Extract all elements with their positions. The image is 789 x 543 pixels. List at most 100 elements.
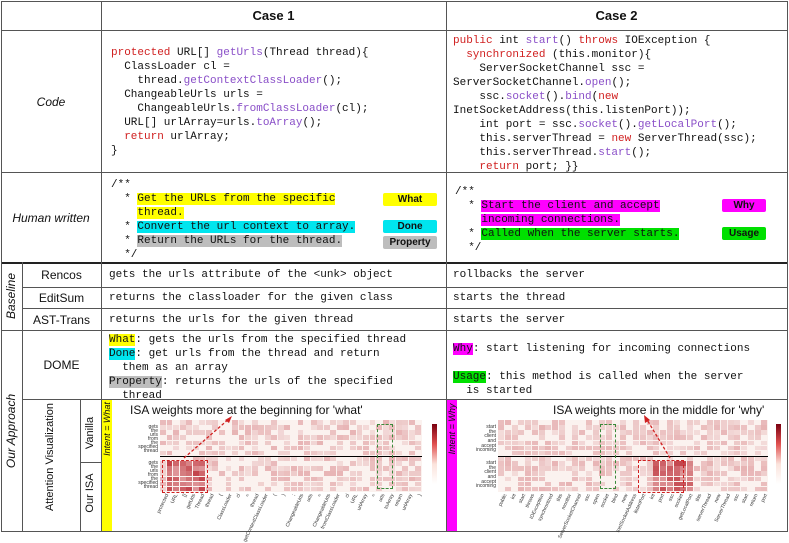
heat-cell bbox=[720, 461, 727, 466]
heat-cell bbox=[297, 420, 304, 425]
heat-cell bbox=[599, 456, 606, 461]
heat-cell bbox=[304, 486, 310, 492]
heat-cell bbox=[626, 486, 633, 492]
heat-cell bbox=[277, 430, 284, 435]
heat-cell bbox=[545, 466, 552, 471]
heat-cell bbox=[552, 440, 559, 446]
heat-cell bbox=[531, 471, 538, 477]
heat-cell bbox=[754, 471, 761, 477]
heat-cell bbox=[666, 430, 673, 435]
heat-cell bbox=[579, 430, 586, 435]
heat-cell bbox=[205, 430, 212, 435]
heat-cell bbox=[192, 425, 199, 430]
y-tick-label: start bbox=[486, 460, 496, 466]
heat-cell bbox=[660, 476, 667, 482]
heat-cell bbox=[734, 425, 741, 430]
heat-cell bbox=[518, 445, 525, 451]
heat-cell bbox=[310, 486, 317, 492]
heat-cell bbox=[606, 450, 613, 456]
heat-cell bbox=[585, 425, 592, 430]
heat-cell bbox=[317, 481, 324, 487]
heat-cell bbox=[673, 420, 680, 425]
heat-cell bbox=[565, 466, 572, 471]
heat-cell bbox=[525, 486, 532, 492]
heat-cell bbox=[660, 481, 667, 487]
heat-cell bbox=[714, 435, 721, 441]
heat-cell bbox=[369, 440, 376, 446]
heat-cell bbox=[232, 445, 238, 451]
heat-cell bbox=[646, 461, 653, 466]
heat-cell bbox=[356, 445, 363, 451]
heat-cell bbox=[166, 440, 173, 446]
y-tick-label: thread bbox=[143, 484, 158, 490]
heat-cell bbox=[160, 450, 166, 456]
heat-cell bbox=[734, 435, 741, 441]
heat-cell bbox=[525, 456, 532, 461]
heat-cell bbox=[336, 420, 343, 425]
heat-cell bbox=[660, 435, 667, 441]
y-tick-label: gets bbox=[148, 424, 158, 430]
heat-cell bbox=[599, 420, 606, 425]
heat-cell bbox=[693, 486, 700, 492]
heat-cell bbox=[369, 430, 376, 435]
row-label-our-isa: Our ISA bbox=[84, 473, 96, 513]
heat-cell bbox=[666, 450, 673, 456]
heat-cell bbox=[297, 445, 304, 451]
heat-cell bbox=[369, 456, 376, 461]
heat-cell bbox=[538, 450, 545, 456]
heat-cell bbox=[552, 420, 559, 425]
heat-cell bbox=[687, 456, 694, 461]
heat-cell bbox=[382, 425, 389, 430]
heat-cell bbox=[511, 435, 518, 441]
heat-cell bbox=[511, 450, 518, 456]
heat-cell bbox=[592, 486, 599, 492]
heat-cell bbox=[572, 445, 579, 451]
x-tick-label: ssc bbox=[732, 493, 741, 503]
heatmap-case2-ylabels: start start the the client client and and accept… bbox=[460, 420, 497, 492]
heat-cell bbox=[264, 425, 271, 430]
y-tick-label: urls bbox=[149, 468, 158, 474]
heat-cell bbox=[525, 450, 532, 456]
heat-cell bbox=[538, 456, 545, 461]
heat-cell bbox=[310, 425, 317, 430]
heat-cell bbox=[317, 486, 324, 492]
heat-cell bbox=[727, 461, 734, 466]
heat-cell bbox=[707, 440, 714, 446]
heat-cell bbox=[251, 420, 258, 425]
heat-cell bbox=[707, 471, 714, 477]
heat-cell bbox=[579, 445, 586, 451]
heat-cell bbox=[251, 461, 258, 466]
y-tick-label: gets bbox=[148, 460, 158, 466]
heat-cell bbox=[707, 456, 714, 461]
x-tick-label: ) bbox=[281, 493, 288, 498]
heat-cell bbox=[205, 440, 212, 446]
heat-cell bbox=[747, 456, 754, 461]
heat-cell bbox=[166, 466, 173, 471]
heat-cell bbox=[336, 425, 343, 430]
heat-cell bbox=[408, 486, 415, 492]
heat-cell bbox=[653, 420, 660, 425]
heat-cell bbox=[579, 461, 586, 466]
heat-cell bbox=[317, 420, 324, 425]
heat-cell bbox=[291, 456, 297, 461]
heat-cell bbox=[336, 476, 343, 482]
heat-cell bbox=[205, 456, 212, 461]
heat-cell bbox=[173, 435, 179, 441]
heat-cell bbox=[552, 430, 559, 435]
heat-cell bbox=[707, 445, 714, 451]
heat-cell bbox=[382, 430, 389, 435]
heat-cell bbox=[687, 471, 694, 477]
heat-cell bbox=[297, 486, 304, 492]
heat-cell bbox=[700, 425, 707, 430]
heat-cell bbox=[173, 445, 179, 451]
heat-cell bbox=[558, 425, 565, 430]
heat-cell bbox=[349, 430, 356, 435]
heat-cell bbox=[218, 440, 225, 446]
y-tick-label: start bbox=[486, 424, 496, 430]
heat-cell bbox=[336, 440, 343, 446]
x-tick-label: int bbox=[649, 493, 658, 501]
heat-cell bbox=[511, 430, 518, 435]
heat-cell bbox=[408, 420, 415, 425]
heat-cell bbox=[349, 445, 356, 451]
heat-cell bbox=[356, 425, 363, 430]
